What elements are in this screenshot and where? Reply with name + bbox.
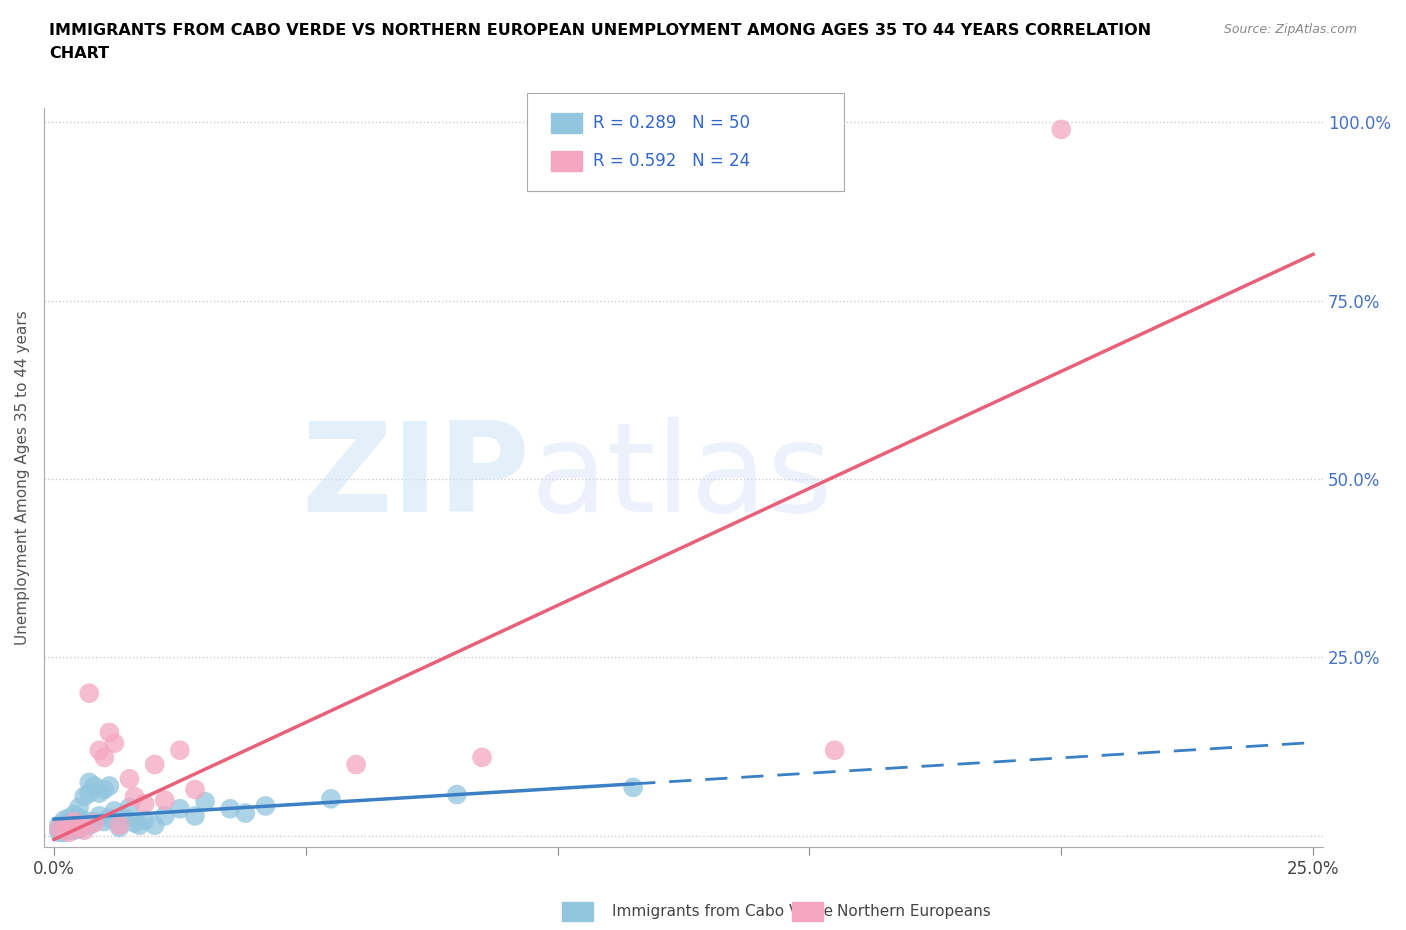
Point: [134, 796, 156, 811]
Point: [77, 817, 100, 832]
Text: R = 0.592   N = 24: R = 0.592 N = 24: [593, 152, 751, 170]
Text: IMMIGRANTS FROM CABO VERDE VS NORTHERN EUROPEAN UNEMPLOYMENT AMONG AGES 35 TO 44: IMMIGRANTS FROM CABO VERDE VS NORTHERN E…: [49, 23, 1152, 38]
Point: [58, 811, 80, 826]
Point: [89, 808, 111, 823]
Point: [124, 816, 146, 830]
Point: [103, 736, 125, 751]
Text: Northern Europeans: Northern Europeans: [837, 904, 990, 919]
Point: [67, 811, 90, 826]
Point: [128, 817, 150, 832]
Point: [73, 813, 96, 828]
Point: [53, 823, 76, 838]
Point: [77, 786, 100, 801]
Text: Source: ZipAtlas.com: Source: ZipAtlas.com: [1223, 23, 1357, 36]
Point: [153, 792, 176, 807]
Point: [233, 805, 256, 820]
Point: [53, 821, 76, 836]
Text: R = 0.289   N = 50: R = 0.289 N = 50: [593, 113, 751, 132]
Point: [184, 782, 207, 797]
Point: [143, 757, 166, 772]
Point: [184, 808, 207, 823]
Point: [824, 743, 846, 758]
Point: [319, 791, 342, 806]
Point: [58, 820, 80, 835]
Point: [118, 800, 141, 815]
Point: [93, 750, 115, 764]
Point: [73, 790, 96, 804]
Point: [143, 817, 166, 832]
Point: [169, 802, 191, 817]
Point: [621, 780, 644, 795]
Point: [98, 811, 121, 826]
Point: [48, 817, 70, 832]
Point: [194, 794, 217, 809]
Point: [83, 816, 105, 830]
Point: [446, 787, 468, 802]
Point: [114, 811, 136, 826]
Point: [108, 820, 131, 835]
Point: [98, 725, 121, 740]
Text: atlas: atlas: [530, 417, 832, 538]
Point: [98, 778, 121, 793]
Point: [53, 817, 76, 832]
Point: [63, 823, 86, 838]
Point: [83, 814, 105, 829]
Point: [53, 813, 76, 828]
Point: [153, 808, 176, 823]
Point: [63, 814, 86, 829]
Point: [48, 825, 70, 840]
Point: [254, 799, 277, 814]
Text: CHART: CHART: [49, 46, 110, 61]
Point: [93, 814, 115, 829]
Point: [93, 782, 115, 797]
Point: [118, 771, 141, 786]
Point: [53, 825, 76, 840]
Point: [67, 800, 90, 815]
Point: [344, 757, 367, 772]
Point: [108, 817, 131, 832]
Point: [89, 743, 111, 758]
Point: [67, 820, 90, 835]
Point: [77, 775, 100, 790]
Point: [48, 821, 70, 836]
Point: [134, 813, 156, 828]
Point: [219, 802, 242, 817]
Point: [103, 804, 125, 818]
Point: [83, 778, 105, 793]
Point: [77, 685, 100, 700]
Point: [67, 816, 90, 830]
Y-axis label: Unemployment Among Ages 35 to 44 years: Unemployment Among Ages 35 to 44 years: [15, 310, 30, 644]
Point: [124, 790, 146, 804]
Text: Immigrants from Cabo Verde: Immigrants from Cabo Verde: [612, 904, 832, 919]
Point: [58, 816, 80, 830]
Point: [471, 750, 494, 764]
Point: [63, 817, 86, 832]
Point: [58, 823, 80, 838]
Point: [73, 817, 96, 832]
Point: [169, 743, 191, 758]
Point: [73, 823, 96, 838]
Point: [67, 821, 90, 836]
Point: [63, 807, 86, 822]
Point: [89, 786, 111, 801]
Point: [1050, 122, 1073, 137]
Text: ZIP: ZIP: [301, 417, 530, 538]
Point: [58, 825, 80, 840]
Point: [48, 821, 70, 836]
